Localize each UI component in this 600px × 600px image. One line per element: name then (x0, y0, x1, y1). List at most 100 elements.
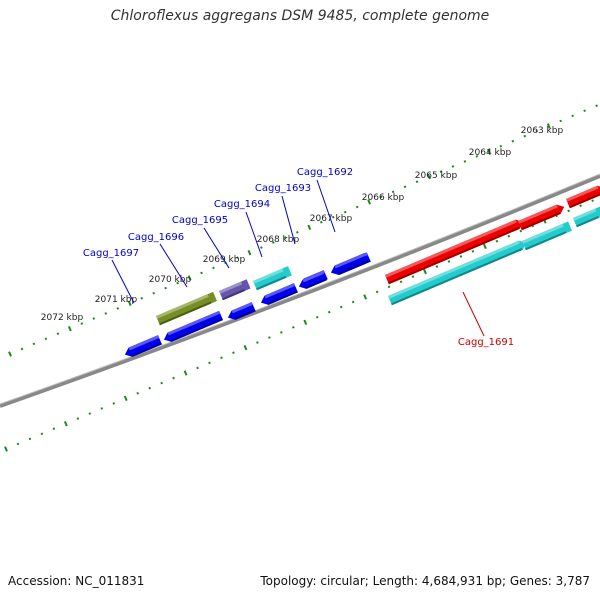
tick-label: 2064 kbp (469, 148, 512, 158)
genome-backbone (0, 174, 600, 408)
minor-tick (172, 376, 175, 380)
genome-backbone-highlight (0, 173, 600, 405)
minor-tick (583, 109, 586, 113)
gene-feature[interactable] (226, 302, 256, 322)
tick-label: 2070 kbp (149, 275, 192, 285)
gene-feature[interactable] (252, 266, 292, 291)
minor-tick (52, 427, 56, 431)
gene-leader-line (111, 259, 135, 304)
minor-tick (92, 317, 96, 320)
minor-tick (507, 234, 511, 238)
major-tick (546, 123, 551, 129)
inner-tick-ring (4, 199, 594, 452)
tick-label: 2067 kbp (310, 214, 353, 224)
gene-feature[interactable] (522, 221, 572, 251)
minor-tick (567, 209, 570, 213)
outer-tick-ring (8, 104, 598, 357)
minor-tick (196, 366, 199, 370)
minor-tick (40, 432, 44, 436)
gene-feature[interactable] (162, 310, 223, 344)
minor-tick (140, 296, 143, 300)
minor-tick (176, 281, 179, 285)
minor-tick (511, 139, 515, 143)
gene-feature[interactable] (156, 291, 217, 326)
minor-tick (327, 310, 331, 314)
minor-tick (387, 285, 391, 289)
minor-tick (411, 275, 415, 279)
minor-tick (136, 391, 139, 395)
minor-tick (403, 185, 407, 189)
major-tick (427, 173, 431, 180)
minor-tick (595, 104, 598, 107)
gene-feature[interactable] (259, 283, 298, 307)
major-tick (183, 370, 188, 376)
minor-tick (523, 134, 527, 138)
major-tick (247, 249, 252, 256)
minor-tick (296, 231, 299, 234)
minor-tick (591, 199, 594, 202)
minor-tick (20, 347, 24, 351)
minor-tick (164, 286, 167, 290)
minor-tick (399, 280, 403, 284)
major-tick (423, 268, 427, 275)
gene-label: Cagg_1694 (214, 199, 270, 210)
gene-leader-line (159, 243, 188, 288)
gene-label: Cagg_1692 (297, 167, 353, 178)
minor-tick (232, 351, 235, 355)
gene-feature[interactable] (388, 238, 528, 306)
minor-tick (499, 144, 503, 148)
minor-tick (220, 356, 223, 360)
minor-tick (272, 241, 275, 244)
gene-feature[interactable] (329, 253, 368, 277)
minor-tick (280, 331, 283, 334)
major-tick (363, 294, 368, 300)
gene-feature[interactable] (518, 202, 566, 231)
minor-tick (559, 119, 562, 123)
minor-tick (315, 315, 319, 319)
minor-tick (579, 204, 582, 208)
minor-tick (100, 407, 104, 410)
minor-tick (292, 326, 295, 329)
gene-feature[interactable] (297, 271, 327, 291)
minor-tick (375, 290, 379, 294)
minor-tick (56, 332, 60, 336)
genome-stats-text: Topology: circular; Length: 4,684,931 bp… (260, 574, 590, 588)
minor-tick (343, 210, 347, 214)
minor-tick (331, 215, 335, 219)
minor-tick (200, 271, 203, 275)
tick-label: 2072 kbp (41, 313, 84, 323)
major-tick (482, 243, 487, 249)
major-tick (367, 199, 372, 205)
minor-tick (148, 386, 151, 390)
minor-tick (236, 256, 239, 260)
gene-leader-line (462, 291, 485, 337)
major-tick (67, 325, 72, 332)
minor-tick (260, 246, 263, 249)
minor-tick (475, 155, 479, 158)
minor-tick (495, 239, 499, 243)
gene-leader-line (203, 227, 230, 269)
minor-tick (76, 417, 80, 420)
major-tick (486, 148, 491, 154)
tick-label: 2063 kbp (521, 126, 564, 136)
minor-tick (471, 250, 475, 253)
map-title: Chloroflexus aggregans DSM 9485, complet… (110, 8, 490, 24)
minor-tick (339, 305, 343, 309)
major-tick (243, 344, 248, 351)
minor-tick (571, 114, 574, 118)
minor-tick (112, 402, 116, 405)
gene-feature[interactable] (385, 217, 525, 285)
minor-tick (116, 307, 120, 310)
minor-tick (268, 336, 271, 339)
gene-feature[interactable] (123, 335, 162, 359)
gene-feature[interactable] (573, 206, 600, 228)
major-tick (303, 319, 308, 325)
gene-feature[interactable] (566, 183, 600, 209)
gene-feature[interactable] (219, 279, 251, 301)
major-tick (4, 446, 8, 452)
tick-label: 2065 kbp (415, 171, 458, 181)
minor-tick (208, 361, 211, 365)
major-tick (63, 420, 68, 427)
major-tick (307, 224, 312, 230)
